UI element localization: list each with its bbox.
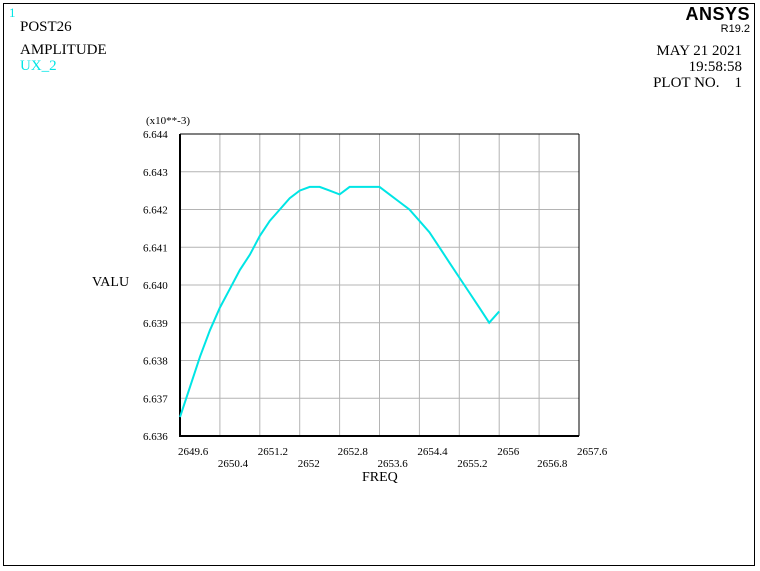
series-legend-label: UX_2 [20, 58, 57, 74]
chart-axes [179, 133, 580, 437]
chart-series [179, 185, 500, 418]
y-axis-label: VALU [92, 275, 129, 290]
y-tick-label: 6.641 [143, 242, 168, 254]
x-tick-label: 2652 [298, 458, 320, 470]
graphics-window [3, 3, 755, 566]
x-tick-label: 2655.2 [457, 458, 487, 470]
y-tick-label: 6.639 [143, 318, 168, 330]
series-line-ux_2 [179, 185, 500, 418]
x-tick-label: 2651.2 [258, 446, 288, 458]
x-tick-label: 2654.4 [417, 446, 448, 458]
x-tick-label: 2652.8 [338, 446, 369, 458]
y-tick-label: 6.642 [143, 205, 168, 217]
tick-labels: 2649.6 2650.4 2651.2 2652 2652.8 2653.6 2654.4… [143, 129, 608, 470]
program-label: POST26 [20, 19, 72, 35]
plot-type-label: AMPLITUDE [20, 42, 107, 58]
x-axis-label: FREQ [362, 470, 398, 485]
y-tick-label: 6.636 [143, 431, 168, 443]
y-tick-label: 6.638 [143, 356, 168, 368]
y-tick-label: 6.643 [143, 167, 168, 179]
x-tick-label: 2656 [497, 446, 520, 458]
window-number: 1 [9, 5, 16, 20]
x-tick-label: 2649.6 [178, 446, 209, 458]
y-tick-label: 6.637 [143, 393, 168, 405]
plot-number: PLOT NO. 1 [653, 75, 742, 91]
chart-grid [179, 133, 580, 437]
y-tick-label: 6.644 [143, 129, 168, 141]
x-tick-label: 2653.6 [378, 458, 409, 470]
y-tick-label: 6.640 [143, 280, 168, 292]
plot-date: MAY 21 2021 [656, 43, 742, 59]
release-label: R19.2 [720, 23, 750, 35]
plot-time: 19:58:58 [688, 59, 742, 75]
y-multiplier-label: (x10**-3) [146, 115, 190, 127]
x-tick-label: 2650.4 [218, 458, 249, 470]
x-tick-label: 2656.8 [537, 458, 568, 470]
ansys-logo: ANSYS [685, 4, 750, 24]
x-tick-label: 2657.6 [577, 446, 608, 458]
